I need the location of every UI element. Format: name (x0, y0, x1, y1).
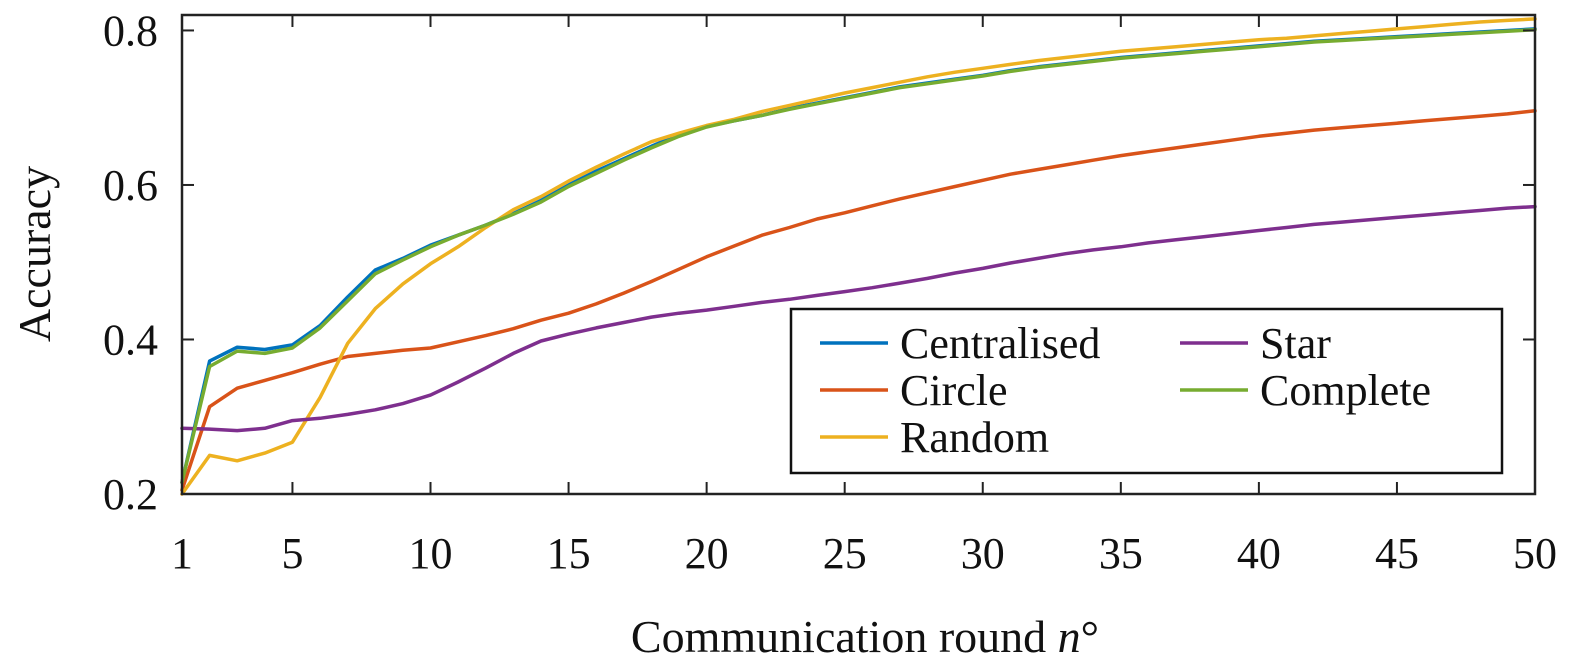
y-tick-label: 0.6 (103, 161, 158, 210)
legend-label: Star (1260, 319, 1331, 368)
series-layer (180, 17, 1537, 496)
x-tick-label: 1 (171, 529, 193, 578)
x-tick-label: 15 (547, 529, 591, 578)
y-axis-label: Accuracy (9, 166, 60, 342)
x-tick-label: 45 (1375, 529, 1419, 578)
legend-box (789, 307, 1504, 475)
legend-label: Centralised (900, 319, 1100, 368)
legend-label: Complete (1260, 366, 1431, 415)
legend-label: Circle (900, 366, 1008, 415)
series-line-random (180, 17, 1537, 496)
x-tick-label: 50 (1513, 529, 1557, 578)
x-tick-label: 20 (685, 529, 729, 578)
x-tick-label: 10 (409, 529, 453, 578)
x-tick-label: 40 (1237, 529, 1281, 578)
x-axis-label-suffix: ° (1081, 611, 1099, 662)
tick-marks (181, 15, 1536, 495)
series-line-complete (180, 27, 1537, 485)
y-tick-label: 0.8 (103, 6, 158, 55)
x-axis-label-variable: n (1058, 611, 1081, 662)
series-line-star (180, 204, 1537, 433)
legend-label: Random (900, 413, 1049, 462)
legend-item-circle: Circle (820, 366, 1008, 415)
x-axis-label: Communication round n° (631, 611, 1099, 662)
x-axis-label-text: Communication round (631, 611, 1046, 662)
legend-item-star: Star (1180, 319, 1331, 368)
legend-item-complete: Complete (1180, 366, 1431, 415)
x-tick-label: 5 (281, 529, 303, 578)
y-tick-label: 0.4 (103, 315, 158, 364)
x-tick-label: 35 (1099, 529, 1143, 578)
x-tick-label: 25 (823, 529, 867, 578)
series-line-circle (180, 109, 1537, 492)
legend-item-centralised: Centralised (820, 319, 1100, 368)
y-tick-labels: 0.2 0.4 0.6 0.8 (103, 6, 158, 519)
x-tick-labels: 1 5 10 15 20 25 30 35 40 45 50 (171, 529, 1557, 578)
legend-item-random: Random (820, 413, 1049, 462)
x-tick-label: 30 (961, 529, 1005, 578)
y-tick-label: 0.2 (103, 470, 158, 519)
plot-area-frame (180, 13, 1537, 496)
